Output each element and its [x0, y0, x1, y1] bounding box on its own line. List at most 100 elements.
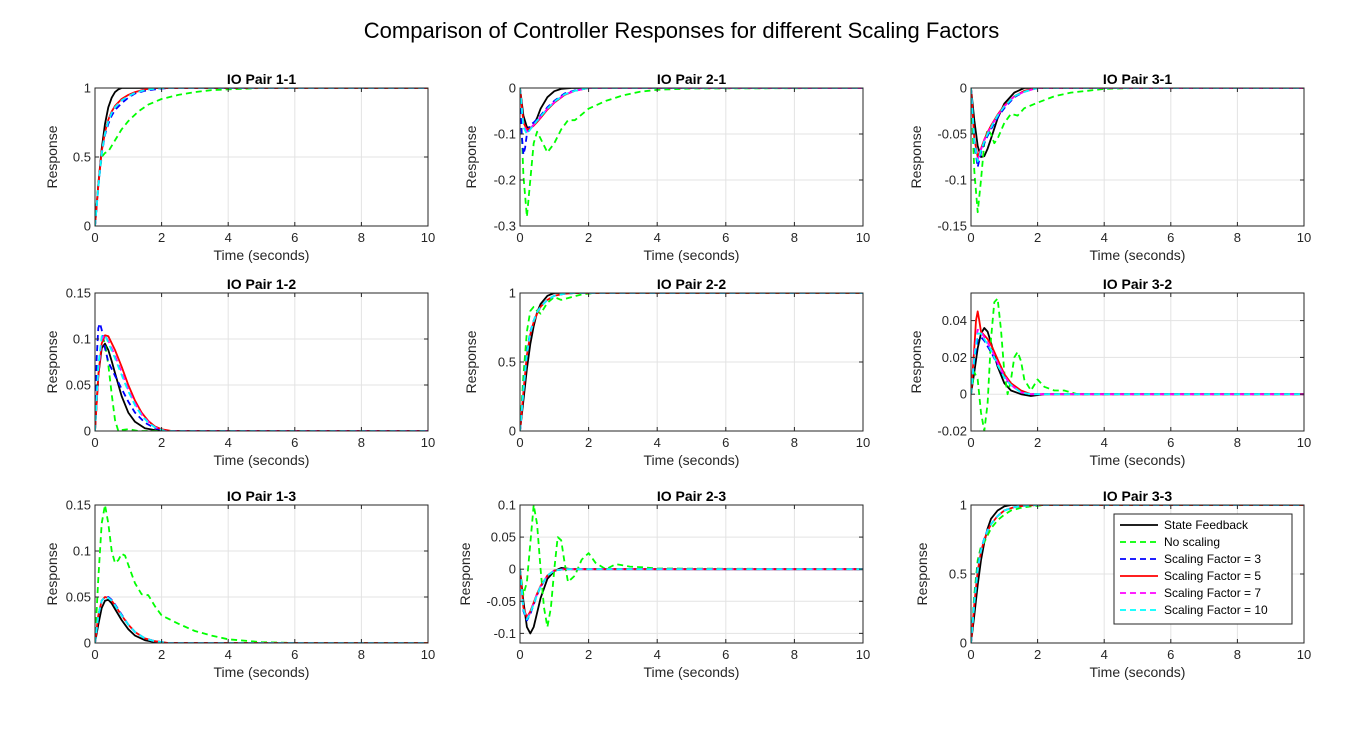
y-axis-label: Response: [908, 125, 924, 188]
x-tick-label: 2: [1034, 230, 1041, 245]
subplot-title: IO Pair 1-3: [227, 488, 296, 504]
x-tick-label: 10: [421, 435, 435, 450]
series-line-scaling-factor-10: [520, 88, 863, 135]
y-tick-label: 0: [509, 81, 516, 96]
y-axis-label: Response: [44, 330, 60, 393]
x-axis-label: Time (seconds): [214, 664, 310, 680]
series-line-no-scaling: [971, 505, 1304, 643]
x-tick-label: 0: [967, 230, 974, 245]
x-tick-label: 6: [722, 435, 729, 450]
y-tick-label: 0: [960, 387, 967, 402]
series-line-no-scaling: [95, 88, 428, 226]
x-tick-label: 0: [91, 647, 98, 662]
x-tick-label: 2: [1034, 435, 1041, 450]
series-line-state-feedback: [520, 88, 863, 130]
series-line-scaling-factor-10: [971, 505, 1304, 643]
x-tick-label: 0: [91, 435, 98, 450]
y-tick-label: 0.05: [66, 590, 91, 605]
subplot-8: 0 2 4 6 8 10 -0.1 -0.05 0 0.05 0.1 IO Pair 2-3 Time …: [457, 488, 870, 680]
x-tick-label: 10: [856, 230, 870, 245]
y-tick-label: 0.5: [498, 355, 516, 370]
x-axis-label: Time (seconds): [1090, 664, 1186, 680]
x-tick-label: 4: [654, 435, 661, 450]
y-tick-label: 0: [509, 424, 516, 439]
x-tick-label: 8: [358, 230, 365, 245]
axes-background: [971, 88, 1304, 226]
series-line-scaling-factor-10: [95, 596, 428, 643]
y-tick-label: 0.05: [491, 530, 516, 545]
series-line-state-feedback: [971, 88, 1304, 158]
series-line-scaling-factor-10: [520, 293, 863, 431]
y-tick-label: 0.05: [66, 378, 91, 393]
x-tick-label: 10: [856, 435, 870, 450]
x-tick-label: 0: [516, 230, 523, 245]
y-tick-label: 0: [84, 219, 91, 234]
legend-entry-label: Scaling Factor = 10: [1164, 603, 1268, 617]
y-tick-label: -0.02: [937, 424, 967, 439]
x-tick-label: 10: [421, 647, 435, 662]
series-line-no-scaling: [520, 88, 863, 218]
y-tick-label: -0.05: [937, 127, 967, 142]
x-tick-label: 0: [516, 647, 523, 662]
x-tick-label: 4: [654, 230, 661, 245]
series-line-scaling-factor-10: [971, 332, 1304, 396]
x-tick-label: 10: [421, 230, 435, 245]
x-tick-label: 8: [1234, 435, 1241, 450]
y-axis-label: Response: [44, 125, 60, 188]
x-tick-label: 6: [291, 647, 298, 662]
y-tick-label: -0.2: [494, 173, 516, 188]
y-axis-label: Response: [914, 542, 930, 605]
y-tick-label: -0.1: [494, 127, 516, 142]
legend: State Feedback No scaling Scaling Factor =…: [1113, 513, 1293, 625]
axes-background: [95, 293, 428, 431]
series-group: [520, 505, 863, 635]
series-line-state-feedback: [971, 505, 1304, 643]
series-line-scaling-factor-3: [95, 322, 428, 431]
axes-background: [520, 505, 863, 643]
x-tick-label: 2: [585, 230, 592, 245]
series-line-scaling-factor-10: [95, 88, 428, 226]
y-axis-label: Response: [463, 125, 479, 188]
x-tick-label: 8: [358, 435, 365, 450]
series-group: [520, 88, 863, 218]
x-tick-label: 0: [516, 435, 523, 450]
series-line-scaling-factor-10: [95, 334, 428, 431]
y-tick-label: 0.5: [73, 150, 91, 165]
x-axis-label: Time (seconds): [644, 452, 740, 468]
series-line-no-scaling: [95, 505, 428, 643]
y-tick-label: -0.1: [494, 626, 516, 641]
axes-box: [519, 87, 864, 227]
legend-entry-label: No scaling: [1164, 535, 1220, 549]
axes-box: [519, 504, 864, 644]
x-tick-label: 8: [791, 230, 798, 245]
series-line-scaling-factor-10: [520, 568, 863, 621]
axes-background: [520, 88, 863, 226]
x-tick-label: 0: [967, 435, 974, 450]
legend-entry-label: Scaling Factor = 7: [1164, 586, 1261, 600]
subplot-7: 0 2 4 6 8 10 0 0.05 0.1 0.15 IO Pair 1-3 Time (seco…: [44, 488, 435, 680]
y-tick-label: 0.15: [66, 286, 91, 301]
x-tick-label: 2: [158, 647, 165, 662]
x-tick-label: 2: [1034, 647, 1041, 662]
x-tick-label: 0: [967, 647, 974, 662]
series-line-state-feedback: [95, 598, 428, 643]
subplot-title: IO Pair 2-3: [657, 488, 726, 504]
x-tick-label: 4: [1101, 435, 1108, 450]
x-tick-label: 6: [1167, 230, 1174, 245]
legend-entry-label: Scaling Factor = 5: [1164, 569, 1261, 583]
subplot-title: IO Pair 2-1: [657, 71, 726, 87]
y-axis-label: Response: [908, 330, 924, 393]
legend-entry-label: Scaling Factor = 3: [1164, 552, 1261, 566]
x-tick-label: 2: [585, 435, 592, 450]
y-tick-label: 1: [509, 286, 516, 301]
y-tick-label: 0: [84, 636, 91, 651]
y-tick-label: -0.15: [937, 219, 967, 234]
figure-title: Comparison of Controller Responses for d…: [363, 18, 1000, 43]
subplot-4: 0 2 4 6 8 10 0 0.05 0.1 0.15 IO Pair 1-2 Time (seco…: [44, 276, 435, 468]
series-line-state-feedback: [95, 342, 428, 431]
x-tick-label: 4: [1101, 230, 1108, 245]
y-tick-label: 0.02: [942, 350, 967, 365]
subplot-1: 0 2 4 6 8 10 0 0.5 1 IO Pair 1-1 Time (seconds) Res…: [44, 71, 435, 263]
subplot-5: 0 2 4 6 8 10 0 0.5 1 IO Pair 2-2 Time (seconds) Res…: [463, 276, 870, 468]
